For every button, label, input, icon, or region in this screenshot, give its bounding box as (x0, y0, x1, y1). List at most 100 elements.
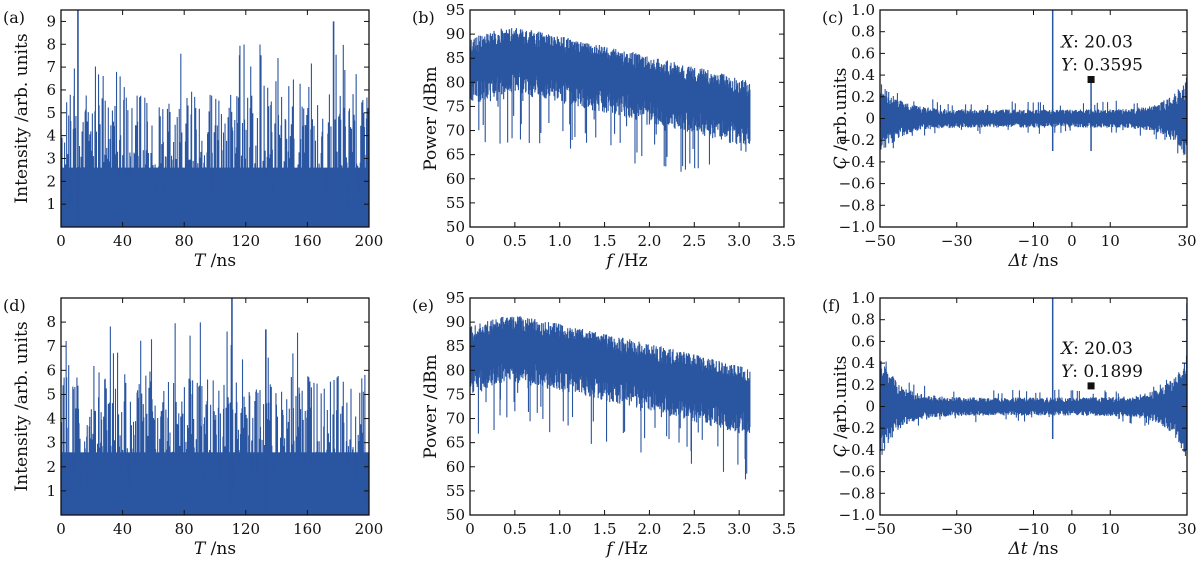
y-tick-label: 50 (446, 506, 465, 524)
x-tick-label: 30 (1177, 232, 1196, 250)
x-axis-unit: /Hz (613, 539, 648, 559)
y-axis-unit: /arb.units (831, 68, 851, 157)
x-tick-label: 120 (231, 520, 260, 538)
x-tick-label: 30 (1177, 520, 1196, 538)
y-tick-label: 4 (46, 127, 56, 145)
intensity-bars (61, 44, 369, 227)
y-tick-label: 90 (446, 313, 465, 331)
x-tick-label: −50 (864, 520, 896, 538)
datatip-y-value: : 0.3595 (1072, 55, 1143, 75)
x-tick-label: 2.5 (682, 520, 706, 538)
x-tick-label: 1.5 (593, 232, 617, 250)
y-tick-label: 8 (46, 313, 56, 331)
x-tick-label: 80 (175, 232, 194, 250)
x-axis-symbol: Δt (1008, 251, 1028, 271)
intensity-bars (61, 322, 369, 515)
y-tick-label: 95 (446, 1, 465, 19)
plot-frame (60, 9, 370, 228)
series-b (470, 28, 751, 172)
y-tick-label: 70 (446, 122, 465, 140)
x-tick-label: 0.5 (503, 520, 527, 538)
x-tick-label: 10 (1101, 232, 1120, 250)
y-tick-label: 70 (446, 410, 465, 428)
datatip-marker (1087, 75, 1095, 83)
y-tick-label: 0.6 (851, 332, 875, 350)
datatip-x-value: : 20.03 (1073, 339, 1133, 359)
y-tick-label: −0.4 (839, 441, 875, 459)
datatip-y: Y: 0.1899 (1061, 362, 1143, 382)
x-tick-label: −30 (941, 232, 973, 250)
panel-b: 0 0.5 1.0 1.5 2.0 2.5 3.0 3.5 50 55 60 65 70 75 80 85 90… (412, 1, 796, 271)
x-tick-label: 200 (355, 232, 384, 250)
x-axis-label: Δt /ns (1008, 539, 1059, 559)
x-tick-label: 3.5 (772, 232, 796, 250)
y-tick-label: 95 (446, 289, 465, 307)
x-axis-symbol: T (194, 251, 207, 271)
y-tick-label: 0.2 (851, 88, 875, 106)
x-axis-unit: /ns (1028, 251, 1059, 271)
x-tick-label: 1.0 (548, 232, 572, 250)
datatip-x: X: 20.03 (1059, 339, 1133, 359)
y-tick-label: 65 (446, 146, 465, 164)
x-tick-label: 0 (56, 520, 66, 538)
y-tick-label: 1.0 (851, 1, 875, 19)
series-e (470, 316, 751, 480)
x-axis-symbol: f (604, 539, 615, 559)
x-tick-label: 1.0 (548, 520, 572, 538)
spectrum-trace (470, 28, 751, 172)
y-tick-label: 80 (446, 361, 465, 379)
plot-frame (469, 297, 785, 516)
panel-e: 0 0.5 1.0 1.5 2.0 2.5 3.0 3.5 50 55 60 65 70 75 80 85 90… (412, 289, 796, 559)
y-tick-label: 2 (46, 458, 56, 476)
x-tick-label: 2.0 (637, 232, 661, 250)
x-tick-label: −50 (864, 232, 896, 250)
y-tick-label: 85 (446, 337, 465, 355)
datatip-y: Y: 0.3595 (1061, 55, 1143, 75)
y-axis-unit: /arb.units (831, 356, 851, 445)
y-tick-label: 7 (46, 337, 56, 355)
x-axis-symbol: Δt (1008, 539, 1028, 559)
y-tick-label: 1.0 (851, 289, 875, 307)
series-a (61, 10, 369, 227)
y-tick-label: 55 (446, 194, 465, 212)
x-tick-label: 40 (113, 232, 132, 250)
x-tick-label: −30 (941, 520, 973, 538)
x-tick-label: 1.5 (593, 520, 617, 538)
panel-label: (f) (822, 296, 840, 315)
y-axis-label: Intensity /arb. units (12, 33, 32, 203)
panel-label: (b) (412, 8, 435, 27)
y-tick-label: 0 (865, 398, 875, 416)
y-axis-label: Power /dBm (421, 354, 441, 458)
x-axis-symbol: T (194, 539, 207, 559)
x-tick-label: 160 (293, 520, 322, 538)
datatip-y-value: : 0.1899 (1072, 362, 1143, 382)
datatip-y-label: Y (1061, 55, 1074, 75)
y-tick-label: 9 (46, 12, 56, 30)
y-tick-label: 0.8 (851, 311, 875, 329)
panel-d: 0 40 80 120 160 200 1 2 3 4 5 6 7 8 T /ns Intensity /ar… (3, 296, 383, 559)
datatip-y-label: Y (1061, 362, 1074, 382)
x-tick-label: 200 (355, 520, 384, 538)
x-tick-label: 2.5 (682, 232, 706, 250)
y-tick-label: 3 (46, 434, 56, 452)
y-tick-label: 8 (46, 35, 56, 53)
x-tick-label: 0 (465, 232, 475, 250)
correlation-trace (880, 355, 1187, 457)
y-tick-label: 7 (46, 58, 56, 76)
x-axis-label: T /ns (194, 251, 236, 271)
y-tick-label: 80 (446, 73, 465, 91)
panel-f: −50 −30 −10 10 30 0 −1.0 −0.8 −0.6 −0.4 −0.2 0 0.2 0.… (822, 289, 1197, 559)
panel-label: (d) (3, 296, 26, 315)
y-tick-label: 5 (46, 385, 56, 403)
y-tick-label: −0.8 (839, 484, 875, 502)
series-f (880, 298, 1187, 457)
y-axis-symbol: C (831, 156, 851, 169)
y-tick-label: −0.4 (839, 153, 875, 171)
y-tick-label: −0.6 (839, 175, 875, 193)
x-tick-label: 0 (56, 232, 66, 250)
datatip-x-label: X (1059, 32, 1074, 52)
y-tick-label: −0.6 (839, 463, 875, 481)
x-tick-label: 2.0 (637, 520, 661, 538)
x-tick-label: 80 (175, 520, 194, 538)
x-tick-label: 160 (293, 232, 322, 250)
